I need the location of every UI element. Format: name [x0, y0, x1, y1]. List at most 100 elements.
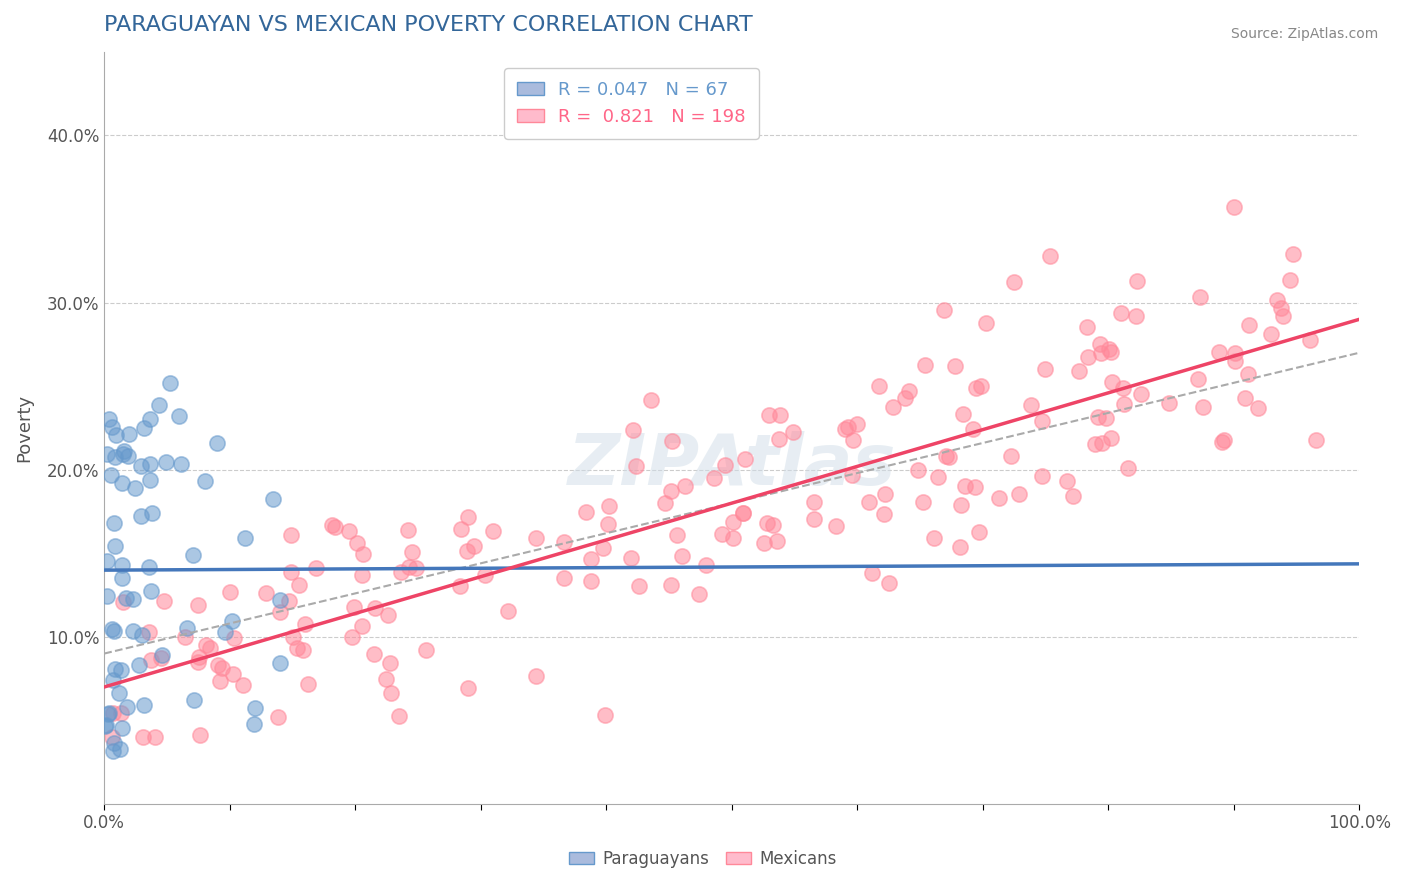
Paraguayans	[242, 716, 264, 731]
Mexicans	[380, 686, 402, 700]
Mexicans	[401, 545, 423, 559]
Mexicans	[924, 531, 946, 545]
Mexicans	[841, 467, 863, 482]
Paraguayans	[117, 449, 139, 463]
Mexicans	[595, 708, 617, 723]
Paraguayans	[129, 509, 152, 524]
Paraguayans	[214, 625, 236, 640]
Mexicans	[280, 566, 302, 580]
Mexicans	[898, 384, 921, 398]
Mexicans	[575, 505, 598, 519]
Mexicans	[598, 499, 620, 513]
Mexicans	[762, 517, 785, 532]
Mexicans	[659, 577, 682, 591]
Paraguayans	[148, 398, 170, 412]
Paraguayans	[110, 571, 132, 585]
Paraguayans	[129, 458, 152, 473]
Paraguayans	[103, 516, 125, 531]
Paraguayans	[94, 718, 117, 732]
Paraguayans	[96, 554, 118, 568]
Mexicans	[765, 533, 787, 548]
Mexicans	[1033, 362, 1056, 376]
Paraguayans	[94, 719, 117, 733]
Mexicans	[524, 531, 547, 545]
Mexicans	[1270, 301, 1292, 316]
Mexicans	[935, 449, 957, 463]
Mexicans	[1129, 387, 1152, 401]
Mexicans	[1191, 401, 1213, 415]
Mexicans	[150, 651, 173, 665]
Mexicans	[949, 541, 972, 555]
Mexicans	[405, 561, 427, 575]
Paraguayans	[121, 624, 143, 638]
Mexicans	[415, 643, 437, 657]
Mexicans	[824, 519, 846, 533]
Mexicans	[967, 525, 990, 540]
Paraguayans	[105, 428, 128, 442]
Mexicans	[965, 381, 987, 395]
Mexicans	[1062, 490, 1084, 504]
Text: PARAGUAYAN VS MEXICAN POVERTY CORRELATION CHART: PARAGUAYAN VS MEXICAN POVERTY CORRELATIO…	[104, 15, 754, 35]
Mexicans	[139, 653, 162, 667]
Mexicans	[592, 541, 614, 555]
Mexicans	[553, 534, 575, 549]
Mexicans	[450, 522, 472, 536]
Mexicans	[463, 539, 485, 553]
Paraguayans	[269, 593, 291, 607]
Mexicans	[380, 656, 402, 670]
Paraguayans	[108, 742, 131, 756]
Mexicans	[1247, 401, 1270, 415]
Text: ZIPAtlas: ZIPAtlas	[568, 431, 896, 500]
Paraguayans	[183, 693, 205, 707]
Paraguayans	[233, 531, 256, 545]
Mexicans	[845, 417, 868, 431]
Paraguayans	[141, 583, 163, 598]
Paraguayans	[132, 421, 155, 435]
Mexicans	[721, 515, 744, 529]
Mexicans	[1111, 381, 1133, 395]
Mexicans	[721, 531, 744, 545]
Mexicans	[207, 657, 229, 672]
Mexicans	[1000, 449, 1022, 463]
Y-axis label: Poverty: Poverty	[15, 394, 32, 462]
Mexicans	[398, 559, 420, 574]
Mexicans	[449, 579, 471, 593]
Mexicans	[222, 631, 245, 645]
Mexicans	[352, 568, 374, 582]
Mexicans	[269, 605, 291, 619]
Mexicans	[524, 669, 547, 683]
Mexicans	[1099, 344, 1122, 359]
Paraguayans	[111, 558, 134, 572]
Paraguayans	[104, 539, 127, 553]
Mexicans	[101, 706, 124, 720]
Mexicans	[914, 358, 936, 372]
Mexicans	[352, 547, 374, 561]
Paraguayans	[170, 458, 193, 472]
Mexicans	[194, 638, 217, 652]
Mexicans	[1098, 343, 1121, 357]
Mexicans	[337, 524, 360, 539]
Mexicans	[377, 607, 399, 622]
Mexicans	[659, 483, 682, 498]
Mexicans	[803, 494, 825, 508]
Mexicans	[209, 674, 232, 689]
Mexicans	[153, 594, 176, 608]
Mexicans	[101, 730, 124, 744]
Paraguayans	[139, 411, 162, 425]
Mexicans	[688, 587, 710, 601]
Mexicans	[553, 571, 575, 585]
Mexicans	[1237, 318, 1260, 332]
Mexicans	[112, 595, 135, 609]
Mexicans	[624, 458, 647, 473]
Mexicans	[1225, 354, 1247, 368]
Mexicans	[938, 450, 960, 465]
Paraguayans	[176, 621, 198, 635]
Mexicans	[769, 409, 792, 423]
Mexicans	[627, 579, 650, 593]
Mexicans	[343, 600, 366, 615]
Mexicans	[1126, 274, 1149, 288]
Paraguayans	[207, 435, 229, 450]
Mexicans	[710, 527, 733, 541]
Mexicans	[187, 656, 209, 670]
Mexicans	[970, 379, 993, 393]
